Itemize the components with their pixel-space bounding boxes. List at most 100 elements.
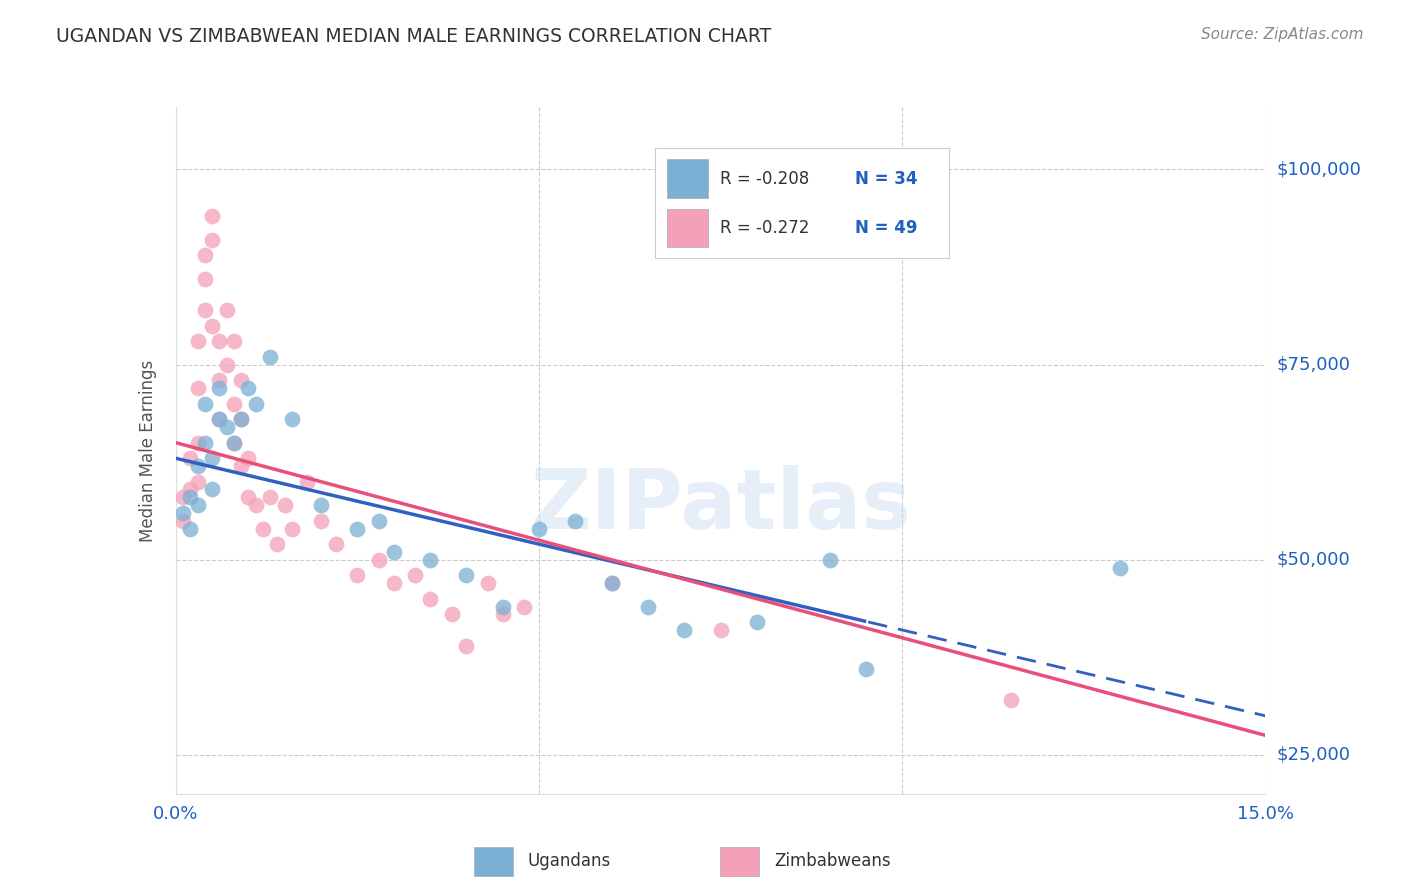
Point xyxy=(215,303,238,318)
Bar xyxy=(666,209,709,247)
Point xyxy=(325,537,347,551)
Point xyxy=(186,334,209,348)
Point xyxy=(1109,560,1132,574)
Point xyxy=(194,271,217,285)
Point xyxy=(238,381,260,395)
Point xyxy=(259,350,281,364)
Text: R = -0.272: R = -0.272 xyxy=(720,219,810,237)
Point xyxy=(710,623,733,637)
Point xyxy=(172,491,194,505)
Point xyxy=(405,568,427,582)
Point xyxy=(527,521,550,535)
Point xyxy=(208,412,231,426)
Point xyxy=(186,458,209,473)
Point xyxy=(309,514,332,528)
Text: N = 49: N = 49 xyxy=(855,219,918,237)
Point xyxy=(201,233,224,247)
Point xyxy=(745,615,768,630)
Point xyxy=(194,396,217,410)
Point xyxy=(172,514,194,528)
Point xyxy=(208,381,231,395)
Text: R = -0.208: R = -0.208 xyxy=(720,170,810,188)
Point xyxy=(238,451,260,466)
Point xyxy=(186,498,209,512)
Point xyxy=(368,514,391,528)
Point xyxy=(600,576,623,591)
Point xyxy=(208,373,231,387)
Point xyxy=(186,435,209,450)
Bar xyxy=(666,160,709,198)
Point xyxy=(201,209,224,223)
Point xyxy=(231,412,253,426)
Point xyxy=(222,435,245,450)
Point xyxy=(194,435,217,450)
Point xyxy=(194,248,217,262)
Point xyxy=(600,576,623,591)
Point xyxy=(208,412,231,426)
Point xyxy=(215,420,238,434)
Point xyxy=(231,412,253,426)
Point xyxy=(382,545,405,559)
Point xyxy=(281,521,304,535)
Point xyxy=(1000,693,1022,707)
Point xyxy=(172,506,194,520)
Point xyxy=(419,552,441,567)
Point xyxy=(564,514,586,528)
Point xyxy=(281,412,304,426)
Text: 15.0%: 15.0% xyxy=(1237,805,1294,823)
Point xyxy=(477,576,499,591)
Y-axis label: Median Male Earnings: Median Male Earnings xyxy=(139,359,157,541)
Text: ZIPatlas: ZIPatlas xyxy=(530,465,911,546)
Text: Ugandans: Ugandans xyxy=(529,852,612,870)
Point xyxy=(231,458,253,473)
Point xyxy=(419,591,441,606)
Point xyxy=(215,358,238,372)
Point xyxy=(492,599,515,614)
Text: UGANDAN VS ZIMBABWEAN MEDIAN MALE EARNINGS CORRELATION CHART: UGANDAN VS ZIMBABWEAN MEDIAN MALE EARNIN… xyxy=(56,27,772,45)
Point xyxy=(201,318,224,333)
Point xyxy=(222,435,245,450)
Point xyxy=(222,334,245,348)
Text: Source: ZipAtlas.com: Source: ZipAtlas.com xyxy=(1201,27,1364,42)
Point xyxy=(194,303,217,318)
Text: 0.0%: 0.0% xyxy=(153,805,198,823)
Point xyxy=(346,568,368,582)
Text: $50,000: $50,000 xyxy=(1277,550,1350,569)
Point xyxy=(179,451,201,466)
Point xyxy=(274,498,297,512)
Text: Zimbabweans: Zimbabweans xyxy=(773,852,890,870)
Point xyxy=(637,599,659,614)
Point xyxy=(673,623,696,637)
Point xyxy=(208,334,231,348)
Point xyxy=(309,498,332,512)
Point xyxy=(295,475,318,489)
Point xyxy=(513,599,536,614)
Point xyxy=(440,607,463,622)
Point xyxy=(855,662,877,676)
Point xyxy=(222,396,245,410)
Point xyxy=(179,483,201,497)
Point xyxy=(245,396,267,410)
Point xyxy=(179,491,201,505)
Text: N = 34: N = 34 xyxy=(855,170,918,188)
Point xyxy=(245,498,267,512)
Point xyxy=(492,607,515,622)
Point xyxy=(266,537,288,551)
Point xyxy=(186,475,209,489)
Point xyxy=(201,483,224,497)
Point xyxy=(252,521,274,535)
Point xyxy=(456,568,478,582)
Point xyxy=(818,552,841,567)
Point xyxy=(368,552,391,567)
Text: $75,000: $75,000 xyxy=(1277,356,1351,374)
Point xyxy=(259,491,281,505)
Point xyxy=(346,521,368,535)
Point xyxy=(179,521,201,535)
Point xyxy=(238,491,260,505)
Text: $25,000: $25,000 xyxy=(1277,746,1351,764)
Point xyxy=(201,451,224,466)
Text: $100,000: $100,000 xyxy=(1277,161,1361,178)
Point xyxy=(231,373,253,387)
Bar xyxy=(720,847,759,876)
Point xyxy=(186,381,209,395)
